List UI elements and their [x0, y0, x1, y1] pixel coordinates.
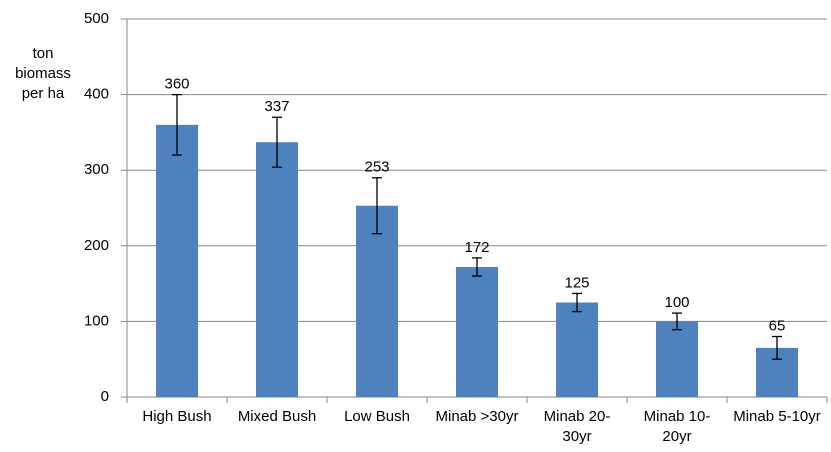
y-tick-label: 0 — [101, 388, 109, 405]
data-label: 100 — [664, 294, 689, 311]
bar — [656, 321, 698, 397]
data-label: 360 — [164, 76, 189, 93]
data-label: 125 — [564, 274, 589, 291]
x-tick-label-box: Low Bush — [344, 408, 410, 425]
y-axis-label: ton biomass per ha — [15, 45, 71, 102]
error-bar — [372, 177, 382, 235]
bar — [256, 142, 298, 397]
x-tick-label: Minab 10-20yr — [643, 408, 711, 445]
error-bar — [272, 116, 282, 168]
bar — [356, 205, 398, 397]
y-tick-label: 500 — [84, 10, 109, 27]
y-axis-label-box: ton biomass per ha — [15, 45, 71, 102]
error-bar — [472, 257, 482, 277]
x-tick-label-box: Minab >30yr — [435, 408, 519, 425]
error-bar — [572, 292, 582, 313]
x-tick-label: High Bush — [142, 408, 212, 425]
x-tick-label: Minab 5-10yr — [733, 408, 821, 425]
y-tick-label: 100 — [84, 312, 109, 329]
bar — [456, 266, 498, 397]
data-label: 65 — [769, 317, 786, 334]
data-label: 253 — [364, 159, 389, 176]
x-tick-label: Minab >30yr — [435, 408, 519, 425]
bar — [556, 302, 598, 397]
x-tick-label-box: Minab 5-10yr — [733, 408, 821, 425]
y-tick-label: 400 — [84, 86, 109, 103]
x-tick-label-box: Minab 10-20yr — [643, 408, 711, 445]
x-tick-label: Low Bush — [344, 408, 410, 425]
data-label: 337 — [264, 98, 289, 115]
bar — [156, 124, 198, 397]
x-tick-label: Minab 20-30yr — [543, 408, 611, 445]
x-tick-label-box: Minab 20-30yr — [543, 408, 611, 445]
error-bar — [672, 312, 682, 331]
data-label: 172 — [464, 239, 489, 256]
x-tick-label: Mixed Bush — [237, 408, 317, 425]
x-tick-label-box: Mixed Bush — [237, 408, 317, 425]
y-tick-label: 300 — [84, 161, 109, 178]
error-bar — [172, 93, 182, 156]
y-tick-label: 200 — [84, 237, 109, 254]
x-tick-label-box: High Bush — [142, 408, 212, 425]
error-bar — [772, 335, 782, 360]
